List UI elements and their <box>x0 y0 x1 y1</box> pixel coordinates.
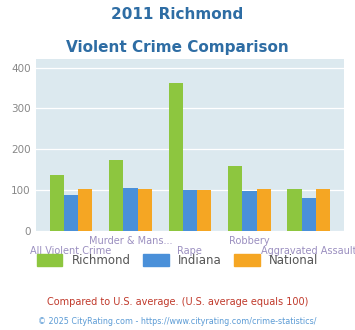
Bar <box>109 160 123 231</box>
Bar <box>78 189 92 231</box>
Bar <box>228 166 242 231</box>
Bar <box>197 190 211 231</box>
Bar <box>316 189 330 231</box>
Text: Murder & Mans...: Murder & Mans... <box>89 236 172 246</box>
Text: All Violent Crime: All Violent Crime <box>30 246 111 256</box>
Bar <box>138 189 152 231</box>
Text: 2011 Richmond: 2011 Richmond <box>111 7 244 21</box>
Bar <box>257 189 271 231</box>
Bar <box>242 191 257 231</box>
Bar <box>183 190 197 231</box>
Bar <box>288 189 302 231</box>
Bar <box>302 198 316 231</box>
Bar <box>169 83 183 231</box>
Text: Aggravated Assault: Aggravated Assault <box>261 246 355 256</box>
Bar <box>123 188 138 231</box>
Bar <box>64 195 78 231</box>
Text: Rape: Rape <box>178 246 202 256</box>
Text: © 2025 CityRating.com - https://www.cityrating.com/crime-statistics/: © 2025 CityRating.com - https://www.city… <box>38 317 317 326</box>
Text: Robbery: Robbery <box>229 236 270 246</box>
Text: Violent Crime Comparison: Violent Crime Comparison <box>66 40 289 54</box>
Text: Compared to U.S. average. (U.S. average equals 100): Compared to U.S. average. (U.S. average … <box>47 297 308 307</box>
Bar <box>50 175 64 231</box>
Legend: Richmond, Indiana, National: Richmond, Indiana, National <box>32 249 323 271</box>
